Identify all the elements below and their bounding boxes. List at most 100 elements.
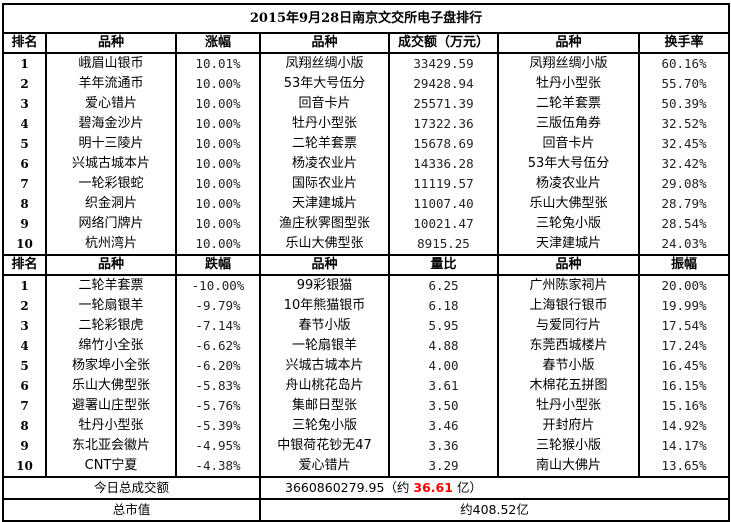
- name-cell: 羊年流通币: [45, 74, 177, 94]
- ratio-cell: 6.18: [388, 296, 499, 316]
- name-cell: CNT宁夏: [45, 456, 177, 477]
- name2-cell: 集邮日型张: [259, 396, 390, 416]
- gainer-row: 2 羊年流通币 10.00% 53年大号伍分 29428.94 牡丹小型张 55.70%: [2, 74, 731, 94]
- amount-cell: 33429.59: [388, 53, 499, 74]
- rank-cell: 2: [2, 74, 47, 94]
- change-cell: 10.00%: [175, 134, 261, 154]
- turnover-cell: 32.45%: [637, 134, 731, 154]
- rank-cell: 3: [2, 94, 47, 114]
- name3-cell: 二轮羊套票: [497, 94, 640, 114]
- gainer-row: 5 明十三陵片 10.00% 二轮羊套票 15678.69 回音卡片 32.45%: [2, 134, 731, 154]
- name2-cell: 中银荷花钞无47: [259, 436, 390, 456]
- ratio-cell: 3.46: [388, 416, 499, 436]
- name2-cell: 牡丹小型张: [259, 114, 390, 134]
- name-cell: 避署山庄型张: [45, 396, 177, 416]
- amplitude-cell: 14.92%: [637, 416, 731, 436]
- change-cell: 10.00%: [175, 214, 261, 234]
- name-cell: 兴城古城本片: [45, 154, 177, 174]
- name-cell: 峨眉山银币: [45, 53, 177, 74]
- name3-cell: 广州陈家祠片: [497, 275, 640, 296]
- loser-row: 7 避署山庄型张 -5.76% 集邮日型张 3.50 牡丹小型张 15.16%: [2, 396, 731, 416]
- name-cell: 织金洞片: [45, 194, 177, 214]
- total-volume-label: 今日总成交额: [2, 476, 261, 500]
- change-cell: -5.83%: [175, 376, 261, 396]
- ratio-cell: 3.29: [388, 456, 499, 477]
- change-cell: -6.62%: [175, 336, 261, 356]
- name3-cell: 南山大佛片: [497, 456, 640, 477]
- rank-cell: 10: [2, 456, 47, 477]
- loser-row: 8 牡丹小型张 -5.39% 三轮兔小版 3.46 开封府片 14.92%: [2, 416, 731, 436]
- header-rank: 排名: [2, 254, 47, 276]
- ratio-cell: 6.25: [388, 275, 499, 296]
- total-volume-amount: 3660860279.95（约: [285, 480, 410, 495]
- amplitude-cell: 16.15%: [637, 376, 731, 396]
- rank-cell: 1: [2, 275, 47, 296]
- name3-cell: 牡丹小型张: [497, 74, 640, 94]
- amplitude-cell: 13.65%: [637, 456, 731, 477]
- name3-cell: 杨凌农业片: [497, 174, 640, 194]
- ratio-cell: 4.00: [388, 356, 499, 376]
- name-cell: 二轮彩银虎: [45, 316, 177, 336]
- ratio-cell: 4.88: [388, 336, 499, 356]
- name-cell: 东北亚会徽片: [45, 436, 177, 456]
- loser-row: 9 东北亚会徽片 -4.95% 中银荷花钞无47 3.36 三轮猴小版 14.17%: [2, 436, 731, 456]
- amount-cell: 11119.57: [388, 174, 499, 194]
- change-cell: -7.14%: [175, 316, 261, 336]
- total-volume-highlight: 36.61: [413, 480, 453, 495]
- header-amount: 成交额（万元）: [388, 32, 499, 54]
- loser-row: 2 一轮扇银羊 -9.79% 10年熊猫银币 6.18 上海银行银币 19.99%: [2, 296, 731, 316]
- market-value: 约408.52亿: [258, 498, 731, 522]
- turnover-cell: 32.42%: [637, 154, 731, 174]
- name2-cell: 二轮羊套票: [259, 134, 390, 154]
- rank-cell: 2: [2, 296, 47, 316]
- name-cell: 乐山大佛型张: [45, 376, 177, 396]
- name2-cell: 三轮兔小版: [259, 416, 390, 436]
- change-cell: -4.95%: [175, 436, 261, 456]
- ratio-cell: 3.36: [388, 436, 499, 456]
- rank-cell: 9: [2, 214, 47, 234]
- name3-cell: 牡丹小型张: [497, 396, 640, 416]
- gainer-row: 7 一轮彩银蛇 10.00% 国际农业片 11119.57 杨凌农业片 29.08%: [2, 174, 731, 194]
- change-cell: -6.20%: [175, 356, 261, 376]
- change-cell: -5.39%: [175, 416, 261, 436]
- name-cell: 爱心错片: [45, 94, 177, 114]
- name2-cell: 10年熊猫银币: [259, 296, 390, 316]
- name3-cell: 三轮猴小版: [497, 436, 640, 456]
- name2-cell: 凤翔丝绸小版: [259, 53, 390, 74]
- header-name2: 品种: [259, 254, 390, 276]
- name-cell: 网络门牌片: [45, 214, 177, 234]
- ratio-cell: 3.61: [388, 376, 499, 396]
- name-cell: 明十三陵片: [45, 134, 177, 154]
- turnover-cell: 29.08%: [637, 174, 731, 194]
- name2-cell: 杨凌农业片: [259, 154, 390, 174]
- amount-cell: 17322.36: [388, 114, 499, 134]
- total-volume-value: 3660860279.95（约 36.61 亿）: [258, 476, 731, 500]
- turnover-cell: 28.54%: [637, 214, 731, 234]
- amplitude-cell: 16.45%: [637, 356, 731, 376]
- amount-cell: 15678.69: [388, 134, 499, 154]
- name3-cell: 春节小版: [497, 356, 640, 376]
- gainer-row: 6 兴城古城本片 10.00% 杨凌农业片 14336.28 53年大号伍分 32.42%: [2, 154, 731, 174]
- loser-row: 10 CNT宁夏 -4.38% 爱心错片 3.29 南山大佛片 13.65%: [2, 456, 731, 477]
- losers-header-row: 排名 品种 跌幅 品种 量比 品种 振幅: [2, 254, 731, 276]
- name-cell: 绵竹小全张: [45, 336, 177, 356]
- name3-cell: 53年大号伍分: [497, 154, 640, 174]
- amplitude-cell: 14.17%: [637, 436, 731, 456]
- name2-cell: 春节小版: [259, 316, 390, 336]
- header-name3: 品种: [497, 254, 640, 276]
- rank-cell: 4: [2, 336, 47, 356]
- name2-cell: 乐山大佛型张: [259, 234, 390, 255]
- amplitude-cell: 20.00%: [637, 275, 731, 296]
- name3-cell: 东莞西城楼片: [497, 336, 640, 356]
- change-cell: -4.38%: [175, 456, 261, 477]
- gainer-row: 3 爱心错片 10.00% 回音卡片 25571.39 二轮羊套票 50.39%: [2, 94, 731, 114]
- rank-cell: 4: [2, 114, 47, 134]
- amount-cell: 8915.25: [388, 234, 499, 255]
- total-volume-unit: 亿）: [456, 480, 482, 495]
- amount-cell: 14336.28: [388, 154, 499, 174]
- name3-cell: 与爱同行片: [497, 316, 640, 336]
- name2-cell: 一轮扇银羊: [259, 336, 390, 356]
- name3-cell: 三版伍角券: [497, 114, 640, 134]
- name3-cell: 木棉花五拼图: [497, 376, 640, 396]
- change-cell: -5.76%: [175, 396, 261, 416]
